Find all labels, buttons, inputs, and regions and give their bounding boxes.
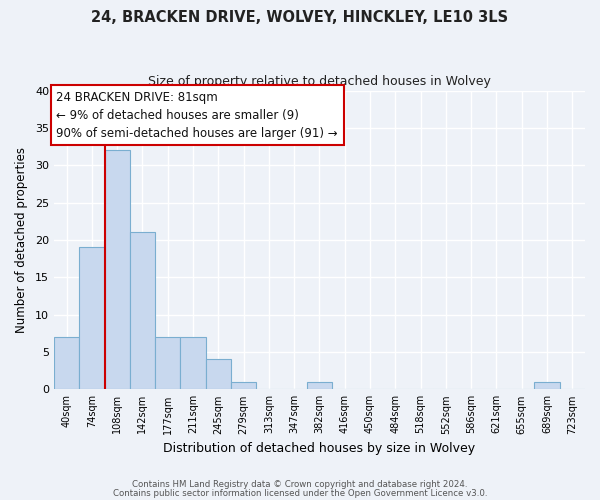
Text: 24 BRACKEN DRIVE: 81sqm
← 9% of detached houses are smaller (9)
90% of semi-deta: 24 BRACKEN DRIVE: 81sqm ← 9% of detached… [56,90,338,140]
Bar [181,337,206,390]
X-axis label: Distribution of detached houses by size in Wolvey: Distribution of detached houses by size … [163,442,476,455]
Bar [155,337,181,390]
Bar [130,232,155,390]
Bar [307,382,332,390]
Bar [206,360,231,390]
Bar [104,150,130,390]
Text: 24, BRACKEN DRIVE, WOLVEY, HINCKLEY, LE10 3LS: 24, BRACKEN DRIVE, WOLVEY, HINCKLEY, LE1… [91,10,509,25]
Bar [79,248,104,390]
Y-axis label: Number of detached properties: Number of detached properties [15,147,28,333]
Text: Contains HM Land Registry data © Crown copyright and database right 2024.: Contains HM Land Registry data © Crown c… [132,480,468,489]
Bar [231,382,256,390]
Text: Contains public sector information licensed under the Open Government Licence v3: Contains public sector information licen… [113,490,487,498]
Bar [54,337,79,390]
Title: Size of property relative to detached houses in Wolvey: Size of property relative to detached ho… [148,75,491,88]
Bar [535,382,560,390]
